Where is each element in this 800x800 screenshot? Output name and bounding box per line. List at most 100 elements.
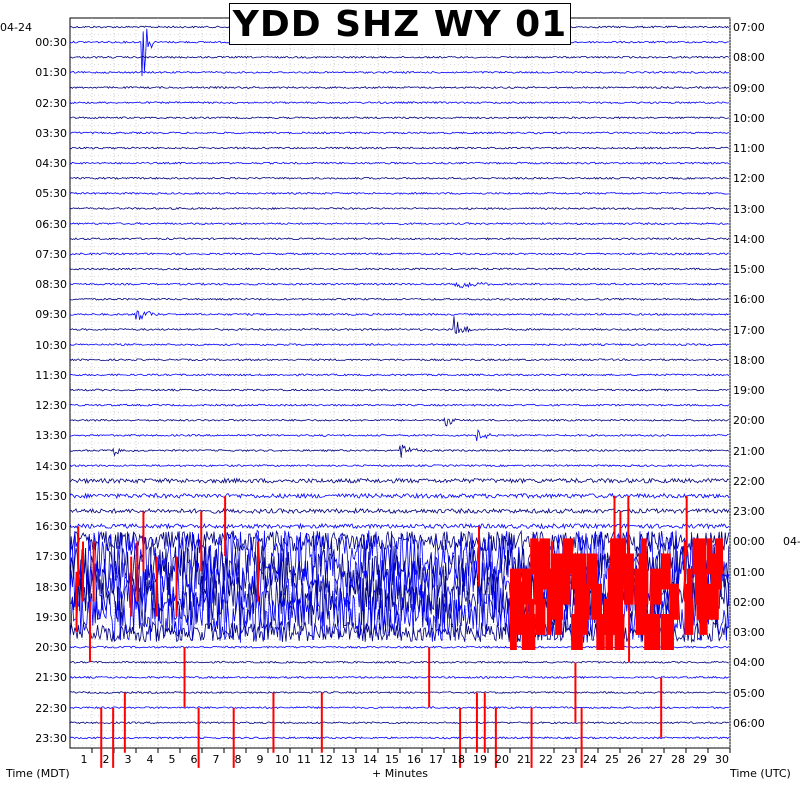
- trace-row-30: [69, 477, 729, 485]
- trace-row-47: [69, 736, 730, 740]
- trace-row-12: [69, 207, 730, 211]
- x-tick-label: 5: [168, 753, 176, 766]
- clip-spike: [272, 692, 275, 753]
- clip-spike: [428, 647, 431, 708]
- y-label-right: 15:00: [733, 263, 765, 276]
- clip-spike: [142, 511, 145, 572]
- clip-spike: [92, 541, 95, 602]
- clip-block: [510, 614, 517, 650]
- y-label-left: 07:30: [35, 247, 67, 261]
- x-tick-label: 29: [693, 753, 707, 766]
- x-tick-label: 11: [297, 753, 311, 766]
- x-tick-label: 21: [517, 753, 531, 766]
- clip-spike: [183, 647, 186, 708]
- clip-spike: [525, 586, 528, 647]
- y-label-right: 08:00: [733, 51, 765, 65]
- clip-block: [644, 614, 661, 650]
- clip-block: [546, 598, 552, 635]
- y-label-right: 18:00: [733, 353, 765, 367]
- trace-row-16: [69, 267, 729, 271]
- y-label-right: 10:00: [733, 111, 765, 125]
- y-label-left: 17:30: [35, 550, 67, 564]
- clip-block: [530, 538, 539, 575]
- y-label-left: 06:30: [35, 217, 67, 231]
- clip-spike: [175, 556, 178, 617]
- clip-block: [586, 553, 598, 590]
- clip-block: [650, 583, 655, 620]
- date-label-left: 04-24: [0, 21, 32, 34]
- clip-block: [571, 614, 583, 650]
- y-label-right: 07:00: [733, 21, 765, 34]
- y-label-left: 21:30: [35, 671, 67, 685]
- trace-row-23: [69, 373, 730, 377]
- trace-row-3: [69, 70, 729, 74]
- clip-spike: [88, 602, 91, 662]
- y-label-right: 23:00: [733, 505, 765, 518]
- plot-frame: [69, 17, 731, 749]
- clip-spike: [77, 526, 80, 587]
- clip-block: [669, 583, 679, 620]
- clip-block: [635, 598, 647, 635]
- x-tick-label: 4: [146, 753, 154, 766]
- y-label-right: 01:00: [733, 565, 765, 579]
- x-tick-label: 13: [341, 753, 355, 766]
- clip-block: [660, 614, 674, 650]
- clip-block: [661, 553, 671, 590]
- y-label-right: 22:00: [733, 474, 765, 488]
- clip-block: [710, 553, 723, 590]
- x-tick-label: 27: [649, 753, 663, 766]
- y-label-left: 00:30: [35, 36, 67, 50]
- trace-row-22: [69, 358, 729, 362]
- trace-row-14: [69, 237, 730, 241]
- clip-block: [684, 598, 694, 635]
- clip-block: [613, 583, 623, 620]
- x-tick-label: 6: [190, 753, 198, 766]
- clip-block: [699, 598, 708, 635]
- y-label-left: 12:30: [35, 399, 67, 413]
- y-label-right: 09:00: [733, 81, 765, 95]
- clip-spike: [613, 496, 616, 557]
- x-tick-label: 9: [256, 753, 264, 766]
- x-tick-label: 14: [363, 753, 377, 766]
- clip-block: [605, 614, 614, 650]
- clip-spike: [112, 707, 115, 768]
- trace-row-13: [69, 222, 729, 226]
- trace-row-20: [69, 316, 729, 334]
- clip-block: [547, 568, 554, 605]
- trace-row-18: [69, 297, 730, 301]
- trace-row-7: [70, 131, 729, 135]
- clip-block: [535, 598, 546, 635]
- clip-spike: [82, 541, 85, 602]
- trace-row-42: [69, 660, 729, 664]
- x-tick-label: 10: [275, 753, 289, 766]
- clip-spike: [256, 541, 259, 602]
- trace-row-10: [69, 176, 729, 180]
- clip-spike: [619, 511, 622, 572]
- clip-block: [706, 583, 719, 620]
- x-tick-label: 15: [385, 753, 399, 766]
- y-label-right: 14:00: [733, 232, 765, 246]
- x-tick-label: 12: [319, 753, 333, 766]
- y-label-right: 04:00: [733, 656, 765, 670]
- y-label-left: 03:30: [35, 126, 67, 140]
- clip-block: [596, 614, 605, 650]
- clip-spike: [530, 707, 533, 768]
- trace-row-2: [69, 55, 730, 59]
- x-tick-label: 1: [80, 753, 88, 766]
- y-label-left: 10:30: [35, 338, 67, 352]
- x-tick-label: 23: [561, 753, 575, 766]
- y-label-left: 05:30: [35, 187, 67, 201]
- clip-spike: [683, 541, 686, 602]
- clip-spike: [123, 692, 126, 753]
- clip-block: [555, 598, 563, 635]
- clip-spike: [200, 511, 203, 572]
- x-tick-label: 2: [102, 753, 110, 766]
- y-label-left: 22:30: [35, 701, 67, 715]
- clip-spike: [580, 707, 583, 768]
- clip-spike: [224, 496, 227, 557]
- y-label-left: 11:30: [35, 368, 67, 382]
- clip-spike: [550, 541, 553, 602]
- clip-block: [624, 568, 634, 605]
- trace-row-46: [69, 721, 730, 725]
